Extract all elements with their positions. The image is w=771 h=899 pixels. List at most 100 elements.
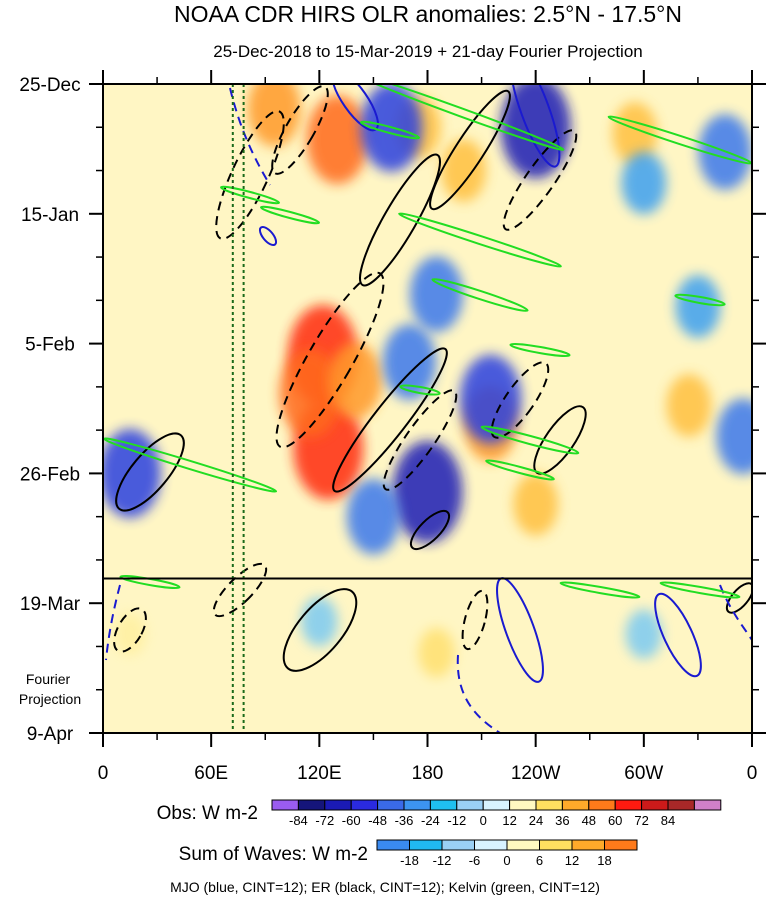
colorbar-box — [474, 839, 508, 851]
colorbar-level-label: -84 — [289, 813, 308, 828]
x-tick-label: 120W — [511, 763, 561, 784]
anomaly-blob — [666, 374, 712, 437]
y-tick-label: 9-Apr — [27, 724, 74, 745]
y-axis: 25-Dec 15-Jan 5-Feb 26-Feb 19-Mar 9-Apr — [19, 75, 766, 745]
y-tick-label: 19-Mar — [20, 594, 81, 615]
y-tick-label: 5-Feb — [25, 335, 75, 356]
anomaly-blob — [301, 597, 338, 647]
colorbar-level-label: 84 — [661, 813, 675, 828]
colorbar-box — [693, 799, 722, 811]
colorbar-level-label: -24 — [421, 813, 440, 828]
colorbar-box — [667, 799, 695, 811]
colorbar-level-label: 12 — [502, 813, 516, 828]
er-contour — [409, 509, 451, 551]
colorbar-level-label: -6 — [469, 853, 481, 868]
anomaly-blob — [513, 473, 559, 536]
obs-colorbar: Obs: W m-2 -84 -72 -60 -48 -36 -24 -12 0 12 24 36 4… — [157, 799, 722, 828]
colorbar-box — [535, 799, 563, 811]
colorbar-level-label: 60 — [608, 813, 622, 828]
projection-label: Fourier Projection — [19, 671, 81, 707]
anomaly-blob — [382, 324, 437, 400]
x-tick-label: 60E — [194, 763, 228, 784]
chart-subtitle: 25-Dec-2018 to 15-Mar-2019 + 21-day Four… — [213, 42, 642, 61]
colorbar-box — [441, 839, 475, 851]
colorbar-box — [482, 799, 511, 811]
er-contour — [359, 153, 441, 287]
colorbar-box — [456, 799, 484, 811]
er-contour-neg — [461, 589, 489, 651]
er-contour-neg — [271, 85, 329, 175]
colorbar-box — [571, 839, 605, 851]
waves-colorbar-boxes: -18 -12 -6 0 6 12 18 — [376, 839, 638, 868]
colorbar-box — [561, 799, 590, 811]
colorbar-box — [588, 799, 616, 811]
anomaly-blob — [392, 440, 463, 543]
colorbar-level-label: 0 — [480, 813, 487, 828]
colorbar-level-label: 24 — [529, 813, 543, 828]
anomaly-blob — [418, 628, 455, 678]
colorbar-level-label: 72 — [634, 813, 648, 828]
anomaly-blob — [675, 275, 721, 338]
er-contour-neg — [382, 389, 458, 491]
colorbar-box — [509, 799, 537, 811]
projection-label-line1: Fourier — [26, 671, 71, 687]
anomaly-blob — [113, 612, 147, 656]
colorbar-box — [539, 839, 573, 851]
anomaly-blob — [612, 102, 658, 165]
colorbar-level-label: -36 — [395, 813, 414, 828]
colorbar-box — [641, 799, 669, 811]
chart-title: NOAA CDR HIRS OLR anomalies: 2.5°N - 17.… — [174, 1, 682, 27]
colorbar-level-label: 48 — [582, 813, 596, 828]
colorbar-box — [429, 799, 458, 811]
er-contour — [282, 588, 358, 672]
x-tick-label: 60W — [624, 763, 663, 784]
colorbar-box — [271, 799, 299, 811]
colorbar-level-label: -12 — [433, 853, 452, 868]
colorbar-box — [376, 839, 410, 851]
kelvin-contour — [509, 343, 571, 357]
plot-area: 0 60E 120E 180 120W 60W 0 25-Dec 15-Jan 5-Feb 26-… — [19, 70, 766, 784]
obs-colorbar-boxes: -84 -72 -60 -48 -36 -24 -12 0 12 24 36 48 60 72 84 — [271, 799, 722, 828]
colorbar-box — [506, 839, 540, 851]
anomaly-blob — [247, 84, 301, 147]
er-contour-neg — [275, 271, 385, 449]
er-contour — [332, 347, 448, 493]
colorbar-box — [324, 799, 352, 811]
anomaly-field — [103, 84, 752, 678]
anomaly-blob — [346, 478, 400, 555]
reference-lines — [231, 84, 245, 733]
anomaly-blob — [500, 84, 571, 179]
kelvin-contour — [360, 120, 420, 140]
x-tick-label: 0 — [98, 763, 109, 784]
colorbar-box — [297, 799, 326, 811]
mjo-contour — [654, 592, 702, 678]
anomaly-blob — [409, 256, 464, 333]
mjo-contour — [258, 225, 278, 247]
colorbar-level-label: -72 — [315, 813, 334, 828]
colorbar-box — [377, 799, 405, 811]
kelvin-contour — [431, 278, 529, 312]
colorbar-box — [604, 839, 638, 851]
kelvin-contour — [220, 185, 280, 205]
x-tick-label: 120E — [297, 763, 341, 784]
kelvin-contour — [674, 293, 726, 307]
colorbar-box — [409, 839, 443, 851]
anomaly-blob — [279, 348, 342, 438]
y-tick-label: 15-Jan — [21, 205, 79, 226]
mjo-contour-neg — [105, 584, 121, 661]
anomaly-blob — [441, 139, 486, 202]
er-contour — [115, 432, 185, 512]
anomaly-blob — [459, 354, 522, 444]
x-axis: 0 60E 120E 180 120W 60W 0 — [98, 70, 757, 784]
y-tick-label: 25-Dec — [19, 75, 80, 96]
kelvin-contour — [659, 581, 741, 599]
colorbar-level-label: -60 — [342, 813, 361, 828]
mjo-contour-neg — [229, 87, 271, 186]
er-contour-neg — [212, 562, 268, 618]
anomaly-blob — [306, 95, 369, 184]
anomaly-blob — [625, 609, 662, 659]
kelvin-contour — [399, 384, 441, 396]
er-contour-neg — [113, 607, 147, 653]
